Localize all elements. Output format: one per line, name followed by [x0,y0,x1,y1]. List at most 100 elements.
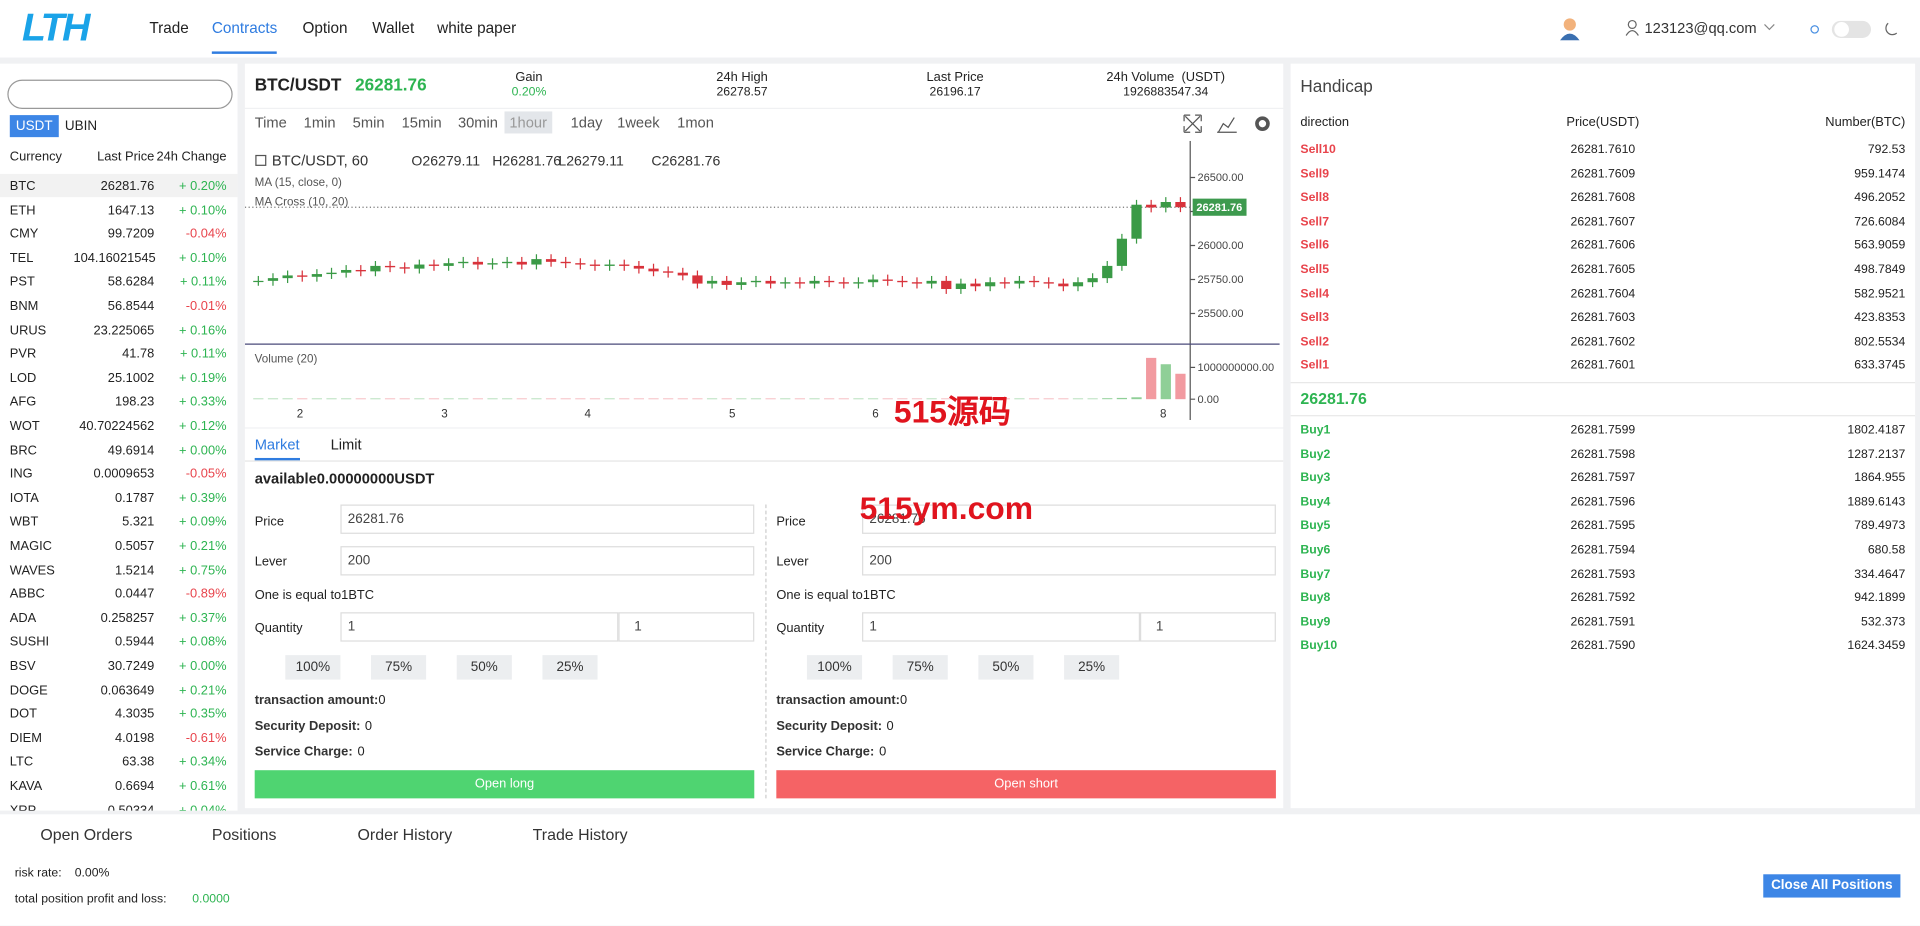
volume-bar [985,398,996,400]
lever-select[interactable]: 200 [862,546,1276,576]
interval[interactable]: 1week [617,113,660,132]
currency[interactable]: PVR [9,346,37,362]
percent-button[interactable]: 75% [371,655,427,680]
candle [692,275,703,284]
logo[interactable]: LTH [22,4,90,49]
positions-tab[interactable]: Trade History [532,825,628,844]
currency[interactable]: LOD [9,370,37,386]
percent-button[interactable]: 75% [892,655,948,680]
amount: 633.3745 [1854,359,1906,373]
currency[interactable]: DIEM [9,730,42,746]
close-all-button[interactable]: Close All Positions [1763,874,1901,898]
currency[interactable]: BRC [9,442,37,458]
currency[interactable]: LTC [9,754,34,770]
currency[interactable]: ADA [9,610,37,626]
positions-tab[interactable]: Positions [211,825,277,844]
quantity-input[interactable]: 1 [340,612,619,642]
percent-button[interactable]: 50% [456,655,512,680]
currency[interactable]: BTC [9,178,36,194]
currency[interactable]: DOT [9,706,37,722]
percent-button[interactable]: 25% [542,655,598,680]
candle [399,267,410,269]
interval[interactable]: 1day [570,113,603,132]
candle [911,282,923,284]
nav-item[interactable]: Trade [149,19,189,37]
form-tab[interactable]: Market [254,436,300,461]
currency[interactable]: ABBC [9,586,45,602]
positions-tab[interactable]: Order History [357,825,453,844]
currency[interactable]: AFG [9,394,37,410]
candle [472,261,484,265]
currency[interactable]: BSV [9,658,36,674]
interval[interactable]: 5min [352,113,385,132]
nav-item[interactable]: Option [302,19,348,37]
candle [1087,278,1098,283]
interval[interactable]: Time [254,113,287,132]
volume-bar [648,398,659,400]
search-input[interactable] [7,79,233,109]
amount: 1287.2137 [1847,447,1906,462]
market-tab[interactable]: USDT [9,115,59,138]
interval[interactable]: 1min [303,113,336,132]
price-input[interactable]: 26281.76 [862,504,1276,534]
percent-button[interactable]: 50% [978,655,1034,680]
direction: Sell6 [1300,239,1330,253]
currency[interactable]: BNM [9,298,39,314]
currency[interactable]: WOT [9,418,40,434]
price-input[interactable]: 26281.76 [340,504,755,534]
nav-item[interactable]: white paper [437,19,517,37]
candle [516,261,527,265]
percent-button[interactable]: 25% [1064,655,1120,680]
interval[interactable]: 1mon [677,113,714,132]
percent-button[interactable]: 100% [285,655,341,680]
deposit-label: Security Deposit: [776,718,883,734]
currency[interactable]: PST [9,274,35,290]
volume-bar [531,398,542,400]
currency[interactable]: DOGE [9,682,48,698]
currency[interactable]: KAVA [9,778,43,794]
percent-button[interactable]: 100% [806,655,863,680]
volume-bar [970,398,981,400]
open-long-button[interactable]: Open long [254,770,755,799]
currency[interactable]: URUS [9,322,47,338]
currency[interactable]: WAVES [9,562,55,578]
currency[interactable]: XRP [9,802,37,811]
positions-tab[interactable]: Open Orders [40,825,133,844]
quantity-unit[interactable]: 1 [1140,612,1276,642]
open-short-button[interactable]: Open short [776,770,1276,799]
currency[interactable]: ING [9,466,33,482]
nav-item[interactable]: Wallet [372,19,415,37]
interval[interactable]: 15min [401,113,442,132]
interval[interactable]: 1hour [504,111,552,134]
theme-toggle[interactable] [1807,20,1905,40]
currency[interactable]: WBT [9,514,39,530]
nav-item[interactable]: Contracts [211,19,278,37]
quantity-input[interactable]: 1 [862,612,1141,642]
volume-bar [560,398,571,400]
pnl-label: total position profit and loss: [14,892,167,907]
candle [355,269,366,272]
quantity-unit[interactable]: 1 [618,612,755,642]
currency[interactable]: IOTA [9,490,39,506]
chart-tools[interactable] [1182,113,1280,135]
volume-bar [824,398,835,400]
indicator: MA (15, close, 0) [255,176,342,189]
interval[interactable]: 30min [457,113,498,132]
candle [955,283,967,290]
charge-label: Service Charge: [776,744,875,760]
form-tab[interactable]: Limit [330,435,362,454]
currency[interactable]: TEL [9,250,34,266]
price: 26281.7598 [1570,447,1636,462]
last-price: 0.1787 [114,490,155,506]
user-icon [1625,19,1639,36]
currency[interactable]: CMY [9,226,39,242]
currency[interactable]: MAGIC [9,538,52,554]
market-tab[interactable]: UBIN [64,118,98,134]
currency[interactable]: SUSHI [9,634,50,650]
lever-select[interactable]: 200 [340,546,755,576]
currency[interactable]: ETH [9,202,36,218]
candle [267,278,279,281]
direction: Sell3 [1300,311,1330,325]
user-email[interactable]: 123123@qq.com [1644,19,1757,37]
